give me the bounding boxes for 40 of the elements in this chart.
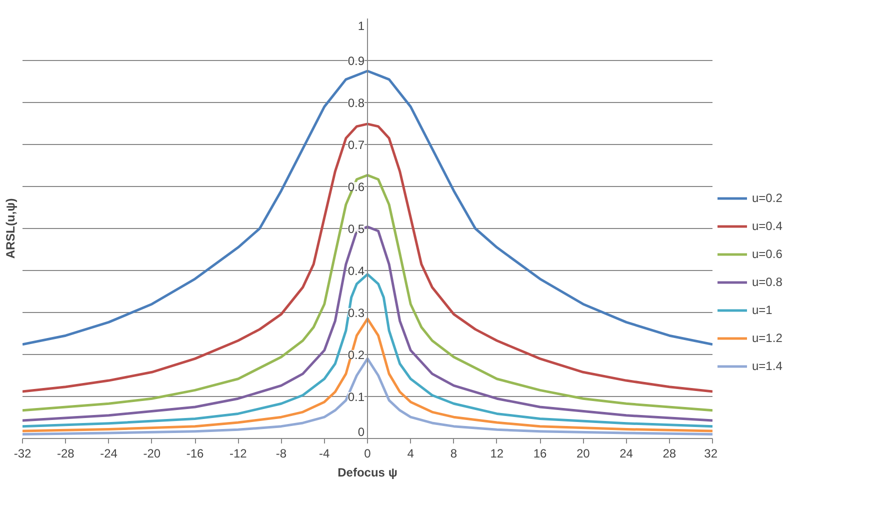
y-tick-label: 0.9	[348, 54, 365, 68]
y-tick-label: 0.8	[348, 96, 365, 110]
legend-label: u=1.2	[752, 331, 782, 345]
x-tick-label: 16	[533, 446, 547, 460]
x-tick-label: -28	[56, 446, 75, 460]
x-tick-label: 20	[576, 446, 590, 460]
x-tick-label: -32	[14, 446, 32, 460]
y-tick-label: 0.5	[348, 222, 365, 236]
y-tick-label: 0.7	[348, 138, 365, 152]
x-tick-label: 24	[620, 446, 634, 460]
y-tick-label: 0.3	[348, 306, 365, 320]
legend-label: u=0.8	[752, 275, 782, 289]
legend-label: u=0.4	[752, 219, 782, 233]
line-series	[22, 174, 712, 412]
legend-label: u=0.2	[752, 191, 782, 205]
y-tick-label: 0.6	[348, 180, 365, 194]
x-tick-label: 12	[490, 446, 504, 460]
x-tick-label: 4	[407, 446, 414, 460]
y-tick-label: 0	[358, 425, 365, 439]
x-tick-label: -4	[319, 446, 330, 460]
x-tick-label: -12	[229, 446, 248, 460]
x-tick-label: -8	[276, 446, 287, 460]
y-axis-title: ARSL(u,ψ)	[4, 198, 18, 259]
line-series	[22, 122, 712, 393]
legend-label: u=0.6	[752, 247, 782, 261]
x-tick-label: 32	[704, 446, 718, 460]
x-tick-label: 28	[662, 446, 676, 460]
legend-label: u=1.4	[752, 359, 782, 373]
x-tick-label: 8	[450, 446, 458, 460]
x-tick-label: -24	[100, 446, 118, 460]
y-tick-label: 0.4	[348, 264, 365, 278]
y-tick-label: 0.1	[348, 390, 365, 404]
x-tick-label: -20	[143, 446, 161, 460]
x-axis-title: Defocus ψ	[338, 466, 398, 480]
y-tick-label: 0.2	[348, 348, 365, 362]
y-tick-label: 1	[358, 19, 365, 33]
x-tick-label: -16	[186, 446, 204, 460]
line-series	[22, 70, 712, 346]
line-series	[22, 226, 712, 422]
legend-label: u=1	[752, 303, 772, 317]
